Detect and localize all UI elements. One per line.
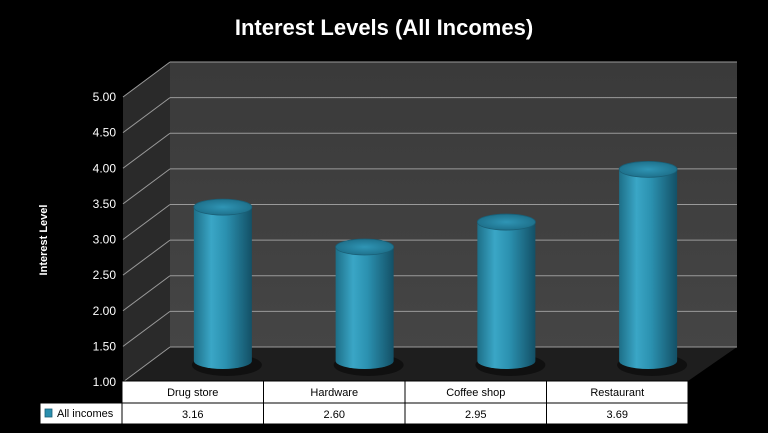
y-tick-label: 4.50 [93,126,117,140]
y-tick-label: 3.50 [93,197,117,211]
gridline-side [122,310,171,347]
bar-body [477,222,536,369]
y-axis-label: Interest Level [38,205,50,276]
gridline-side [122,204,171,240]
category-label: Coffee shop [446,387,505,399]
bar-body [619,169,678,369]
gridline-side [122,97,171,134]
chart-title: Interest Levels (All Incomes) [235,15,533,40]
gridline-side [122,346,171,383]
bar-top [618,160,678,178]
gridline-side [122,275,171,312]
y-axis-ticks: 1.00 1.50 2.00 2.50 3.00 3.50 4.00 4.50 5.00 [93,90,117,389]
bar-body [335,247,394,369]
bars [191,160,688,376]
value-label: 2.95 [465,409,486,421]
bar-top [193,198,253,216]
legend-label: All incomes [57,408,114,420]
value-label: 3.16 [182,409,203,421]
category-label: Hardware [310,387,358,399]
y-tick-label: 2.50 [93,268,117,282]
bar [191,198,262,376]
y-tick-label: 1.50 [93,339,117,353]
value-label: 3.69 [607,409,628,421]
gridline-side [122,168,171,205]
y-tick-label: 5.00 [93,90,117,104]
bar [333,238,404,376]
bar-top [476,213,536,231]
y-tick-label: 4.00 [93,161,117,175]
y-tick-label: 3.00 [93,233,117,247]
gridline-side [122,61,171,98]
legend-cell [39,402,123,425]
bar-top [335,238,395,256]
value-label: 2.60 [324,409,345,421]
gridline-side [122,239,171,276]
y-tick-label: 2.00 [93,304,117,318]
y-tick-label: 1.00 [93,375,117,389]
data-table: Drug store 3.16 Hardware 2.60 Coffee shop 2.9… [39,380,689,425]
bar [475,213,546,376]
category-label: Restaurant [590,387,644,399]
floor [123,347,737,381]
bar [617,160,688,376]
category-label: Drug store [167,387,218,399]
bar-body [193,207,252,369]
gridline-side [122,132,171,169]
legend-swatch [44,408,53,418]
